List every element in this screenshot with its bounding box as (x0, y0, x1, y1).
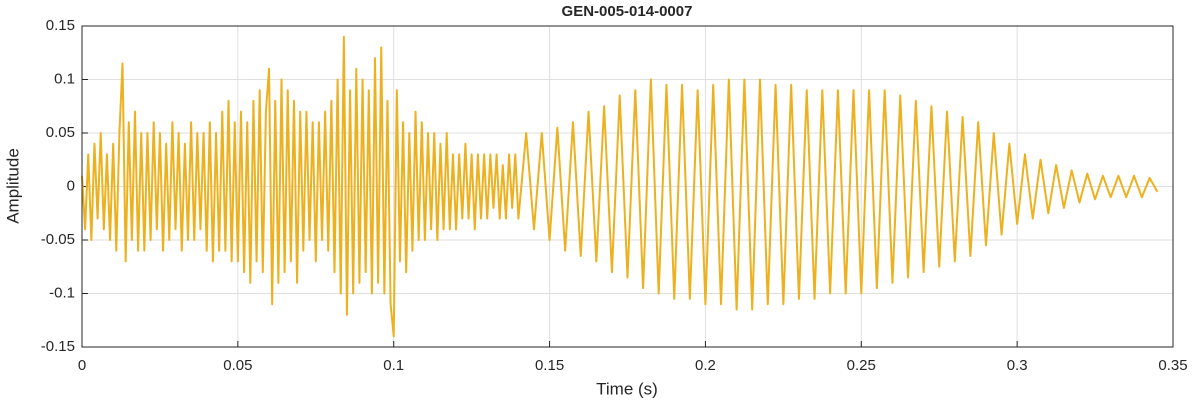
y-tick-label: 0.05 (46, 124, 75, 141)
y-tick-label: 0 (67, 177, 75, 194)
x-tick-label: 0.15 (535, 357, 564, 374)
x-tick-label: 0.3 (1007, 357, 1028, 374)
y-axis-label: Amplitude (3, 148, 22, 224)
y-tick-label: -0.15 (41, 338, 75, 355)
chart-title: GEN-005-014-0007 (562, 3, 693, 20)
y-tick-label: -0.05 (41, 231, 75, 248)
x-tick-label: 0 (78, 357, 86, 374)
x-tick-label: 0.05 (223, 357, 252, 374)
y-tick-label: 0.1 (54, 70, 75, 87)
x-tick-label: 0.2 (695, 357, 716, 374)
plot-frame (81, 25, 1174, 348)
x-tick-label: 0.35 (1158, 357, 1187, 374)
x-axis-label: Time (s) (596, 379, 658, 398)
y-tick-label: 0.15 (46, 17, 75, 34)
y-tick-label: -0.1 (49, 284, 75, 301)
waveform-line (81, 35, 1159, 338)
x-tick-label: 0.25 (847, 357, 876, 374)
x-tick-label: 0.1 (383, 357, 404, 374)
